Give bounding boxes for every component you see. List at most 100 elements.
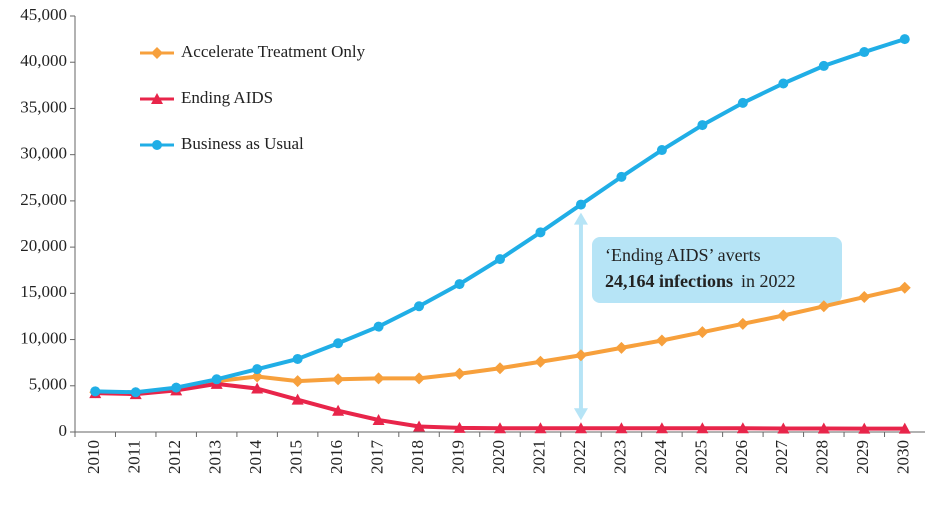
marker (171, 382, 182, 393)
arrow-head (573, 212, 588, 225)
marker (454, 279, 465, 290)
marker (859, 47, 870, 58)
marker (372, 413, 385, 425)
marker (777, 422, 790, 434)
marker (291, 375, 304, 388)
marker (252, 364, 263, 375)
annotation-bold: 24,164 infections (605, 271, 733, 291)
y-tick-label: 5,000 (29, 375, 67, 394)
marker (534, 422, 547, 434)
marker (575, 199, 586, 210)
marker (655, 334, 668, 347)
marker (372, 372, 385, 385)
marker (656, 145, 667, 156)
x-tick-label: 2018 (408, 440, 427, 474)
marker (152, 140, 162, 150)
marker (332, 373, 345, 386)
marker (818, 60, 829, 71)
marker (655, 422, 668, 434)
marker (151, 93, 163, 104)
marker (696, 326, 709, 339)
marker (858, 291, 871, 304)
y-tick-label: 25,000 (20, 190, 67, 209)
marker (494, 362, 506, 375)
x-tick-label: 2015 (287, 440, 306, 474)
x-tick-label: 2016 (327, 440, 346, 474)
marker (778, 78, 789, 89)
marker (494, 422, 506, 434)
x-tick-label: 2012 (165, 440, 184, 474)
x-tick-label: 2029 (853, 440, 872, 474)
marker (373, 321, 384, 332)
marker (211, 374, 222, 385)
marker (495, 254, 505, 265)
x-tick-label: 2027 (772, 440, 791, 475)
marker (453, 367, 466, 380)
marker (736, 317, 749, 330)
x-tick-label: 2023 (610, 440, 629, 474)
legend-label: Business as Usual (181, 134, 304, 153)
x-tick-label: 2024 (651, 440, 670, 475)
marker (251, 382, 264, 394)
marker (858, 422, 871, 434)
x-tick-label: 2013 (206, 440, 225, 474)
marker (291, 393, 304, 405)
marker (332, 404, 345, 416)
x-tick-label: 2022 (570, 440, 589, 474)
annotation-rest: in 2022 (741, 271, 796, 291)
marker (151, 47, 163, 59)
marker (333, 338, 344, 349)
marker (413, 420, 426, 432)
x-tick-label: 2025 (691, 440, 710, 474)
x-tick-label: 2011 (125, 440, 144, 473)
marker (574, 349, 587, 362)
annotation-line2: 24,164 infections in 2022 (605, 271, 796, 291)
marker (292, 353, 303, 364)
marker (251, 370, 264, 383)
marker (737, 97, 748, 108)
y-tick-label: 10,000 (20, 328, 67, 347)
marker (130, 387, 141, 398)
marker (453, 421, 466, 433)
marker (413, 372, 426, 385)
y-tick-label: 30,000 (20, 144, 67, 163)
marker (777, 309, 790, 322)
legend-label: Ending AIDS (181, 88, 273, 107)
y-tick-label: 45,000 (20, 5, 67, 24)
y-tick-label: 35,000 (20, 97, 67, 116)
marker (817, 422, 830, 434)
x-tick-label: 2026 (732, 440, 751, 474)
y-tick-label: 20,000 (20, 236, 67, 255)
marker (696, 422, 709, 434)
y-tick-label: 0 (59, 421, 68, 440)
y-tick-label: 15,000 (20, 282, 67, 301)
arrow-head (573, 408, 588, 421)
x-tick-label: 2021 (529, 440, 548, 474)
x-tick-label: 2010 (84, 440, 103, 474)
legend-label: Accelerate Treatment Only (181, 42, 366, 61)
x-tick-label: 2020 (489, 440, 508, 474)
annotation-line1: ‘Ending AIDS’ averts (605, 245, 761, 265)
x-tick-label: 2030 (894, 440, 913, 474)
marker (615, 341, 628, 354)
marker (736, 422, 749, 434)
x-tick-label: 2017 (367, 440, 386, 475)
y-tick-label: 40,000 (20, 51, 67, 70)
marker (898, 281, 911, 294)
x-tick-label: 2019 (448, 440, 467, 474)
marker (90, 386, 101, 397)
series-line (95, 381, 905, 431)
x-tick-label: 2014 (246, 440, 265, 475)
marker (414, 301, 425, 312)
marker (899, 34, 910, 45)
marker (535, 227, 546, 238)
marker (574, 422, 587, 434)
marker (898, 422, 911, 434)
marker (697, 120, 708, 131)
marker (817, 300, 830, 313)
annotation-box (592, 237, 842, 303)
x-tick-label: 2028 (813, 440, 832, 474)
marker (534, 355, 547, 368)
